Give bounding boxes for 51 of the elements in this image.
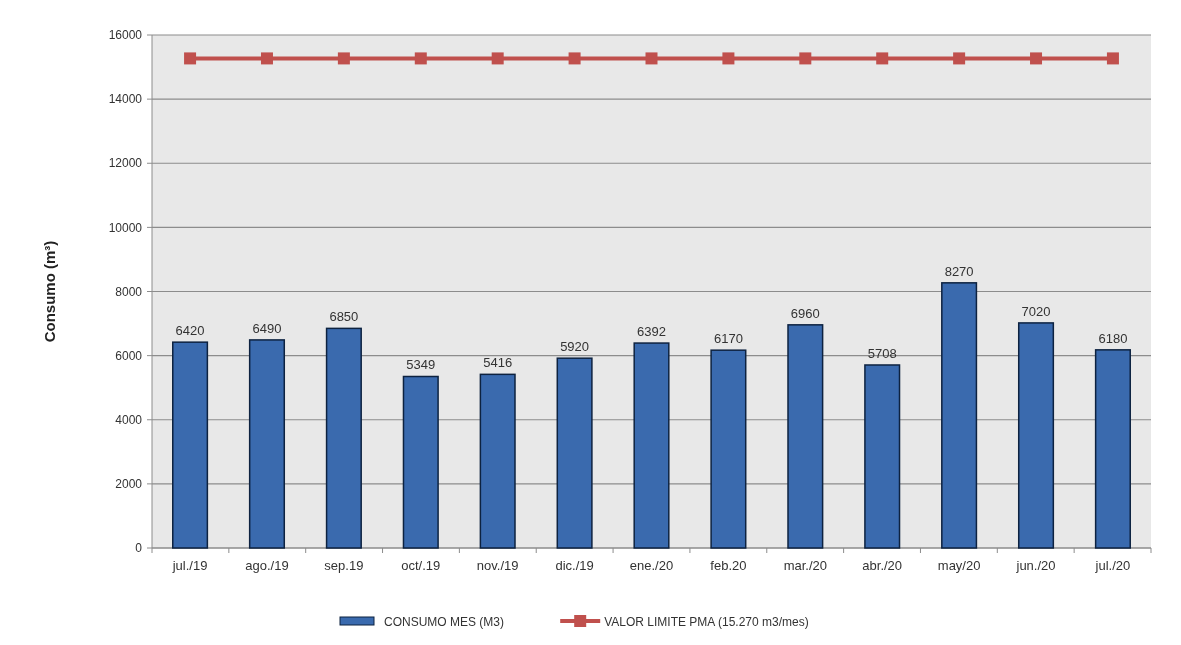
data-label: 6420 xyxy=(175,323,205,339)
y-tick-label: 6000 xyxy=(115,348,143,363)
data-label: 5416 xyxy=(483,355,513,371)
bar xyxy=(633,342,670,549)
x-tick-label: abr./20 xyxy=(862,558,903,573)
data-label: 6392 xyxy=(637,324,666,340)
bar xyxy=(402,375,439,549)
bar xyxy=(941,282,978,549)
y-axis-title: Consumo (m³) xyxy=(41,240,58,343)
y-tick-label: 8000 xyxy=(115,284,143,299)
x-tick-label: may/20 xyxy=(937,558,981,573)
bar xyxy=(864,364,901,549)
y-tick-label: 16000 xyxy=(108,28,143,43)
bar xyxy=(710,349,747,549)
data-label: 7020 xyxy=(1021,303,1051,319)
bar xyxy=(479,373,516,549)
y-tick-label: 14000 xyxy=(108,92,143,107)
x-tick-label: mar./20 xyxy=(783,558,827,573)
data-label: 5920 xyxy=(560,339,590,355)
legend-label: VALOR LIMITE PMA (15.270 m3/mes) xyxy=(604,615,809,629)
x-tick-label: ago./19 xyxy=(245,558,289,573)
y-tick-label: 10000 xyxy=(108,220,143,235)
data-label: 6960 xyxy=(790,305,820,321)
x-tick-label: jul./19 xyxy=(171,558,208,573)
y-tick-label: 4000 xyxy=(115,412,143,427)
x-tick-label: sep.19 xyxy=(324,558,364,573)
bar xyxy=(325,327,362,549)
data-label: 5349 xyxy=(406,357,436,373)
bar xyxy=(1017,322,1055,549)
data-label: 8270 xyxy=(944,263,974,279)
bar xyxy=(1094,349,1131,549)
x-tick-label: feb.20 xyxy=(710,558,747,573)
data-label: 5708 xyxy=(867,345,897,361)
x-tick-label: jul./20 xyxy=(1094,558,1131,573)
bar xyxy=(787,324,824,549)
data-label: 6170 xyxy=(713,331,743,347)
bar xyxy=(248,339,286,549)
y-tick-label: 0 xyxy=(135,541,143,556)
x-tick-label: jun./20 xyxy=(1015,558,1056,573)
data-label: 6850 xyxy=(329,309,359,325)
x-tick-label: oct/.19 xyxy=(401,558,441,573)
legend-label: CONSUMO MES (M3) xyxy=(384,615,504,629)
y-tick-label: 2000 xyxy=(115,477,143,492)
x-tick-label: nov./19 xyxy=(476,558,519,573)
y-tick-label: 12000 xyxy=(108,156,143,171)
data-label: 6180 xyxy=(1098,330,1128,346)
x-tick-label: dic./19 xyxy=(555,558,594,573)
bar xyxy=(556,357,593,549)
bar xyxy=(172,341,209,549)
data-label: 6490 xyxy=(252,320,282,336)
x-tick-label: ene./20 xyxy=(629,558,674,573)
